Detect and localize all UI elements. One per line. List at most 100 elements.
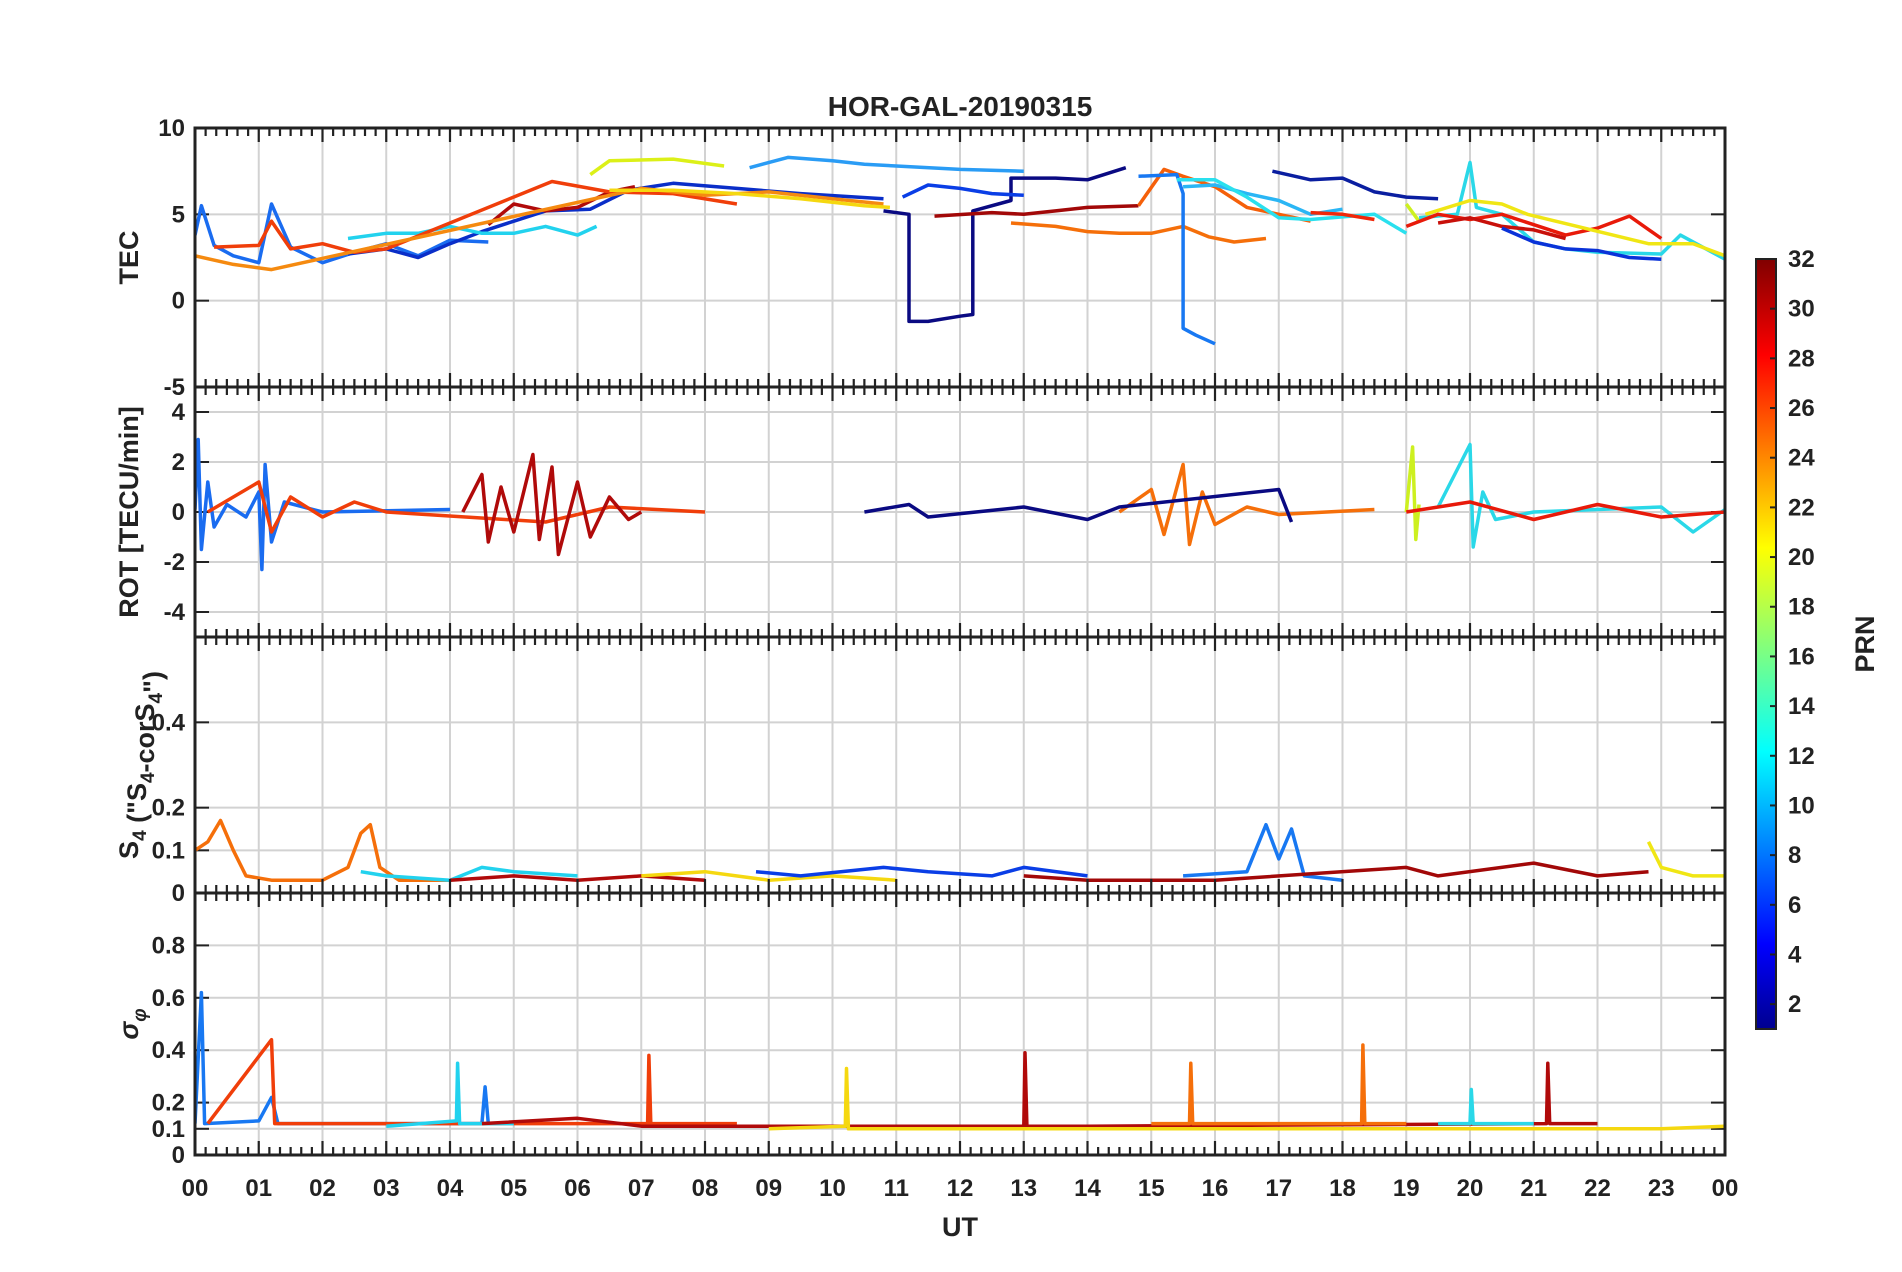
- colorbar-tick-label: 2: [1788, 991, 1801, 1018]
- series-line-prn-19: [589, 157, 725, 177]
- series-line-prn-28: [1406, 500, 1725, 522]
- y-axis-label-sigma_phi: σφ: [114, 1008, 151, 1039]
- x-tick-label: 17: [1265, 1175, 1292, 1202]
- colorbar-tick-label: 22: [1788, 494, 1815, 521]
- x-tick-label: 08: [692, 1175, 719, 1202]
- panel-tec: -5 0 5 10 TEC: [114, 115, 1727, 401]
- x-tick-label: 13: [1010, 1175, 1037, 1202]
- y-tick-label: 0.6: [152, 985, 185, 1012]
- series-line-prn-30: [481, 1051, 1598, 1128]
- series-line-prn-21: [609, 188, 891, 210]
- x-tick-label: 05: [500, 1175, 527, 1202]
- y-tick-label: 0.2: [152, 795, 185, 822]
- x-tick-label: 09: [755, 1175, 782, 1202]
- series-line-prn-24: [1151, 1043, 1407, 1126]
- series-line-prn-18: [1404, 202, 1421, 223]
- series-line-prn-30: [1023, 861, 1649, 882]
- series-line-prn-26: [206, 1037, 737, 1126]
- series-line-prn-24: [1118, 462, 1375, 547]
- x-tick-label: 18: [1329, 1175, 1356, 1202]
- series-line-prn-8: [195, 990, 491, 1126]
- y-tick-label: 0.4: [152, 709, 186, 736]
- series-line-prn-14: [1436, 442, 1725, 549]
- y-tick-label: 0.4: [152, 1037, 186, 1064]
- series-line-prn-21: [768, 1066, 1725, 1131]
- colorbar-tick-label: 4: [1788, 941, 1802, 968]
- series-line-prn-12: [360, 865, 578, 882]
- series-line-prn-1: [864, 487, 1294, 523]
- x-tick-label: 00: [182, 1175, 209, 1202]
- x-tick-label: 22: [1584, 1175, 1611, 1202]
- series-line-prn-1: [883, 166, 1127, 324]
- x-axis-label: UT: [942, 1212, 978, 1242]
- series-line-prn-12: [347, 224, 598, 241]
- colorbar-tick-label: 20: [1788, 544, 1815, 571]
- x-tick-label: 14: [1074, 1175, 1101, 1202]
- colorbar-tick-label: 8: [1788, 842, 1801, 869]
- series-line-prn-20: [1424, 198, 1725, 258]
- colorbar-tick-label: 30: [1788, 296, 1815, 323]
- x-tick-label: 01: [245, 1175, 272, 1202]
- series-line-prn-26: [206, 480, 706, 534]
- y-tick-label: 0: [172, 1142, 185, 1169]
- colorbar-tick-label: 32: [1788, 246, 1815, 273]
- colorbar-tick-label: 6: [1788, 892, 1801, 919]
- series-line-prn-28: [1405, 212, 1663, 240]
- series-group: [195, 155, 1725, 346]
- panel-rot: -4 -2 0 2 4 ROT [TECU/min]: [114, 385, 1727, 639]
- y-tick-label: 5: [172, 201, 185, 228]
- y-tick-label: -2: [164, 549, 185, 576]
- colorbar-tick-label: 16: [1788, 643, 1815, 670]
- x-tick-label: 19: [1393, 1175, 1420, 1202]
- y-tick-label: 0.8: [152, 932, 185, 959]
- x-tick-label: 20: [1457, 1175, 1484, 1202]
- x-tick-label: 11: [884, 1175, 909, 1202]
- y-tick-label: 2: [172, 449, 185, 476]
- series-line-prn-14: [1438, 1087, 1534, 1126]
- y-axis-label-s4: S4 ("S4-corS4"): [114, 671, 168, 859]
- series-group: [195, 990, 1725, 1131]
- y-tick-label: 0.1: [152, 1116, 185, 1143]
- x-tick-label: 10: [819, 1175, 846, 1202]
- x-tick-label: 15: [1138, 1175, 1165, 1202]
- x-tick-label: 21: [1520, 1175, 1547, 1202]
- colorbar-tick-label: 18: [1788, 594, 1815, 621]
- y-tick-label: 0: [172, 499, 185, 526]
- series-line-prn-18: [1404, 445, 1421, 542]
- series-line-prn-4: [1501, 226, 1662, 261]
- x-tick-label: 23: [1648, 1175, 1675, 1202]
- x-tick-label: 06: [564, 1175, 591, 1202]
- x-tick-label: 07: [628, 1175, 655, 1202]
- colorbar-tick-label: 24: [1788, 445, 1815, 472]
- colorbar-tick-label: 28: [1788, 345, 1815, 372]
- panel-border: [193, 891, 1727, 1157]
- y-axis-label-rot: ROT [TECU/min]: [114, 406, 144, 617]
- series-line-prn-29: [1437, 216, 1567, 241]
- series-line-prn-6: [195, 437, 451, 572]
- y-tick-label: 10: [158, 115, 185, 142]
- series-group: [195, 437, 1725, 572]
- series-line-prn-20: [1646, 841, 1725, 878]
- x-tick-label: 02: [309, 1175, 336, 1202]
- y-tick-label: -4: [164, 599, 186, 626]
- x-tick-label: 16: [1202, 1175, 1229, 1202]
- x-tick-label: 03: [373, 1175, 400, 1202]
- x-tick-label: 00: [1712, 1175, 1739, 1202]
- series-line-prn-5: [755, 865, 1088, 878]
- series-line-prn-27: [1310, 210, 1375, 222]
- y-tick-label: 0: [172, 880, 185, 907]
- series-line-prn-12: [386, 1061, 514, 1128]
- colorbar-tick-label: 14: [1788, 693, 1815, 720]
- series-line-prn-30: [461, 452, 643, 557]
- y-tick-label: 0.1: [152, 837, 185, 864]
- series-line-prn-31: [934, 203, 1139, 218]
- colorbar-tick-label: 10: [1788, 792, 1815, 819]
- x-tick-label: 12: [947, 1175, 974, 1202]
- series-line-prn-5: [901, 183, 1024, 199]
- series-line-prn-24: [1010, 221, 1267, 244]
- y-tick-label: 0: [172, 288, 185, 315]
- series-line-prn-8: [1138, 172, 1216, 346]
- panel-sigma_phi: 00.10.2 0.4 0.6 0.8 σφ: [114, 891, 1727, 1169]
